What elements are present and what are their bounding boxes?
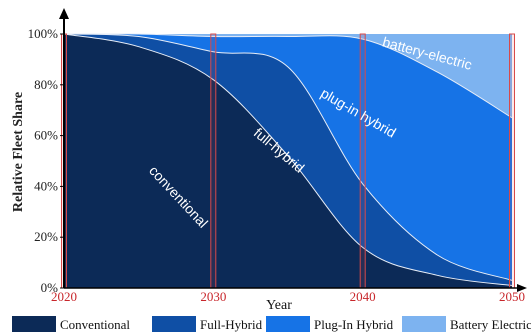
x-tick-label: 2020 [51, 289, 77, 304]
area-plug-in-hybrid [64, 33, 512, 281]
legend-swatch-plug-in-hybrid [266, 316, 310, 332]
y-tick-label: 20% [34, 229, 58, 244]
x-tick-label: 2050 [499, 289, 525, 304]
y-tick-label: 100% [28, 26, 59, 41]
x-tick-labels: 2020 2030 2040 2050 [51, 289, 525, 304]
x-tick-label: 2040 [350, 289, 376, 304]
y-tick-label: 80% [34, 77, 58, 92]
series-boundaries [63, 33, 513, 286]
area-conventional [64, 34, 512, 288]
legend-label-battery-electric: Battery Electric [450, 317, 531, 332]
highlight-2030 [210, 33, 217, 289]
y-axis-label: Relative Fleet Share [11, 92, 26, 212]
y-axis-arrow [59, 8, 69, 19]
highlight-2040 [359, 33, 366, 289]
legend-label-full-hybrid: Full-Hybrid [200, 317, 263, 332]
legend-swatch-battery-electric [402, 316, 446, 332]
legend-label-plug-in-hybrid: Plug-In Hybrid [314, 317, 394, 332]
boundary-plug-in-hybrid [63, 33, 513, 119]
y-tick-labels: 0% 20% 40% 60% 80% 100% [28, 26, 64, 295]
axes [59, 8, 527, 292]
boundary-conventional [63, 33, 513, 286]
stacked-areas [64, 33, 512, 288]
area-battery-electric [64, 33, 512, 118]
area-full-hybrid [64, 34, 512, 286]
boundary-full-hybrid [63, 33, 513, 281]
y-tick-label: 40% [34, 178, 58, 193]
highlight-2050 [509, 33, 515, 289]
y-tick-label: 60% [34, 128, 58, 143]
legend-swatch-conventional [12, 316, 56, 332]
x-axis-label: Year [266, 298, 292, 313]
x-tick-label: 2030 [200, 289, 226, 304]
x-axis-arrow [517, 284, 527, 292]
legend: Conventional Full-Hybrid Plug-In Hybrid Bat… [12, 316, 531, 332]
y-tick-label: 0% [41, 280, 59, 295]
legend-label-conventional: Conventional [60, 317, 130, 332]
legend-swatch-full-hybrid [152, 316, 196, 332]
